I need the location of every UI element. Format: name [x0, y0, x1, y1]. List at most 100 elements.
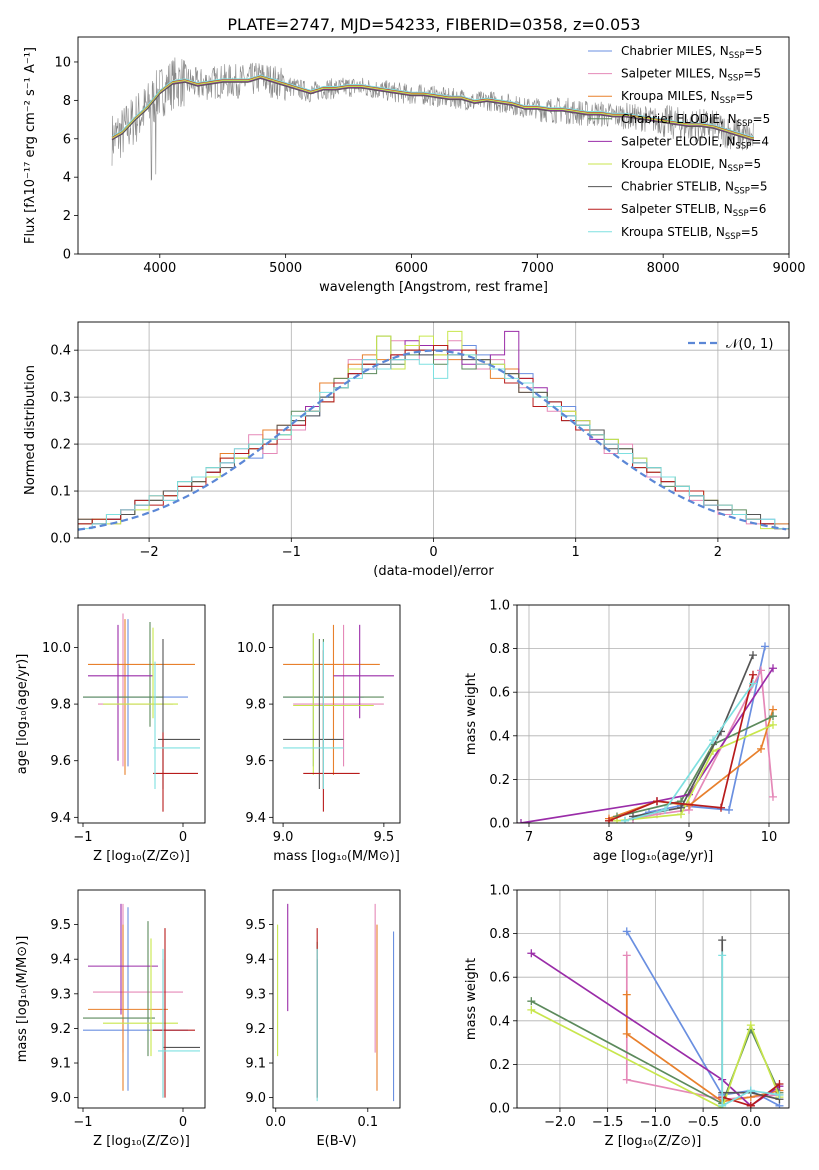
y-axis-label: Flux [fλ10⁻¹⁷ erg cm⁻² s⁻¹ A⁻¹] — [23, 47, 38, 244]
x-tick-label: −1.0 — [640, 1115, 672, 1130]
y-tick-label: 0.6 — [489, 686, 510, 701]
legend-suffix: =5 — [743, 67, 761, 81]
plot-root: 4000 5000 6000 7000 8000 90000246810wavelengt… — [15, 36, 806, 1149]
weight-point-marker — [517, 819, 525, 823]
y-tick-label: 9.8 — [50, 698, 71, 713]
weight-point-marker — [769, 720, 777, 729]
weight-point-marker — [761, 642, 769, 651]
weight-line-4 — [616, 715, 774, 818]
y-axis-label: Normed distribution — [23, 365, 38, 495]
y-tick-label: 9.0 — [245, 1091, 266, 1106]
weight-point-marker — [749, 679, 757, 688]
chart-spectrum: 4000 5000 6000 7000 8000 9000 0 2 4 6 8 10 wavelengt… — [23, 36, 806, 295]
plot-area — [83, 903, 200, 1098]
axes-frame — [516, 604, 790, 824]
legend-sub: SSP — [728, 74, 744, 84]
y-tick-label: 0.0 — [50, 532, 71, 547]
legend-suffix: =5 — [750, 180, 768, 194]
y-tick-label: 9.4 — [245, 811, 266, 826]
plot-area — [111, 57, 755, 181]
legend-sub: SSP — [728, 164, 744, 174]
y-tick-label: 0.6 — [489, 971, 510, 986]
weight-line-2 — [632, 667, 774, 820]
figure-title: PLATE=2747, MJD=54233, FIBERID=0358, z=0… — [227, 15, 640, 34]
y-tick-label: 6 — [63, 132, 71, 147]
legend-label: 𝒩(0, 1) — [726, 337, 773, 352]
y-tick-label: 0.4 — [489, 729, 510, 744]
chart-weight-vs-age: 7 8 9 10 0.0 0.2 0.4 0.6 0.8 1.0 age [log₁₀(age/yr… — [464, 599, 790, 864]
legend-suffix: =5 — [753, 112, 771, 126]
normal-curve — [78, 349, 787, 531]
axes-frame — [77, 889, 206, 1109]
model-line-5 — [111, 77, 754, 140]
x-tick-label: 4000 — [143, 261, 176, 276]
y-tick-label: 0.3 — [50, 391, 71, 406]
y-axis-label: age [log₁₀(age/yr)] — [15, 654, 30, 775]
weight-point-marker — [709, 736, 717, 745]
plot-area — [83, 613, 200, 812]
weight-point-marker — [622, 927, 631, 936]
weight-point-marker — [661, 805, 669, 814]
y-tick-label: 9.5 — [50, 918, 71, 933]
legend-label: Kroupa ELODIE, NSSP=5 — [621, 157, 761, 174]
weight-point-marker — [718, 1101, 727, 1108]
plot-area — [527, 927, 784, 1108]
legend-sub: SSP — [725, 232, 741, 242]
x-tick-label: 6000 — [395, 261, 428, 276]
x-tick-label: 10 — [761, 830, 778, 845]
y-tick-label: 0.2 — [489, 1058, 510, 1073]
x-axis-label: E(B-V) — [316, 1134, 356, 1149]
axes-frame — [77, 604, 206, 824]
model-line-6 — [111, 76, 754, 139]
x-axis-label: Z [log₁₀(Z/Z⊙)] — [93, 1134, 190, 1149]
legend-label: Chabrier ELODIE, NSSP=5 — [621, 112, 770, 129]
weight-point-marker — [622, 990, 631, 999]
weight-line-6 — [530, 1009, 781, 1108]
x-tick-label: 0.1 — [357, 1115, 378, 1130]
legend-label: Kroupa MILES, NSSP=5 — [621, 89, 753, 106]
y-tick-label: 9.4 — [245, 953, 266, 968]
x-tick-label: −2.0 — [544, 1115, 576, 1130]
weight-point-marker — [653, 797, 661, 806]
x-tick-label: −1 — [73, 1115, 92, 1130]
chart-residuals: −2 −1 0 1 2 0.0 0.1 0.2 0.3 0.4 (data-model)/error… — [23, 321, 790, 579]
y-axis-label: mass [log₁₀(M/M⊙)] — [15, 936, 30, 1063]
y-axis-label: mass weight — [464, 673, 479, 755]
x-tick-label: 0.0 — [265, 1115, 286, 1130]
weight-point-marker — [718, 936, 727, 945]
legend-label: Salpeter MILES, NSSP=5 — [621, 67, 761, 84]
y-tick-label: 9.6 — [50, 754, 71, 769]
y-tick-label: 0.2 — [50, 438, 71, 453]
x-tick-label: 0 — [179, 830, 187, 845]
histogram-9 — [78, 354, 789, 530]
y-tick-label: 10.0 — [42, 641, 71, 656]
x-axis-label: Z [log₁₀(Z/Z⊙)] — [93, 849, 190, 864]
weight-point-marker — [746, 1021, 755, 1030]
legend-sub: SSP — [734, 187, 750, 197]
legend-label: Chabrier STELIB, NSSP=5 — [621, 180, 768, 197]
legend-sub: SSP — [720, 96, 736, 106]
weight-point-marker — [717, 803, 725, 812]
legend-sub: SSP — [735, 141, 751, 151]
y-tick-label: 0.1 — [50, 485, 71, 500]
x-tick-label: −1 — [73, 830, 92, 845]
weight-point-marker — [725, 805, 733, 814]
y-tick-label: 9.1 — [50, 1057, 71, 1072]
x-tick-label: 1 — [572, 545, 580, 560]
y-tick-label: 9.4 — [50, 811, 71, 826]
y-tick-label: 0.0 — [489, 1102, 510, 1117]
x-axis-label: mass [log₁₀(M/M⊙)] — [273, 849, 400, 864]
y-tick-label: 2 — [63, 209, 71, 224]
legend-label: Salpeter ELODIE, NSSP=4 — [621, 134, 769, 151]
legend-suffix: =5 — [736, 89, 754, 103]
y-tick-label: 8 — [63, 94, 71, 109]
x-tick-label: 9.5 — [374, 830, 395, 845]
axes-frame — [272, 604, 401, 824]
x-tick-label: 7 — [525, 830, 533, 845]
weight-point-marker — [757, 744, 765, 753]
y-tick-label: 0.8 — [489, 927, 510, 942]
chart-mass-vs-EBV: 0.0 0.1 9.0 9.1 9.2 9.3 9.4 9.5 E(B-V) — [245, 889, 401, 1149]
legend-name: Kroupa STELIB, N — [621, 225, 725, 239]
x-tick-label: 8000 — [647, 261, 680, 276]
